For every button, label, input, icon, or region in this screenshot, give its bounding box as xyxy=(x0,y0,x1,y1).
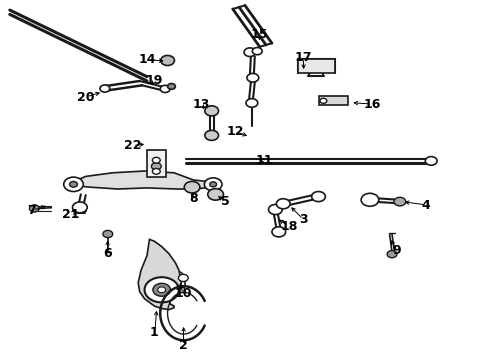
Circle shape xyxy=(161,55,174,66)
Text: 12: 12 xyxy=(226,125,244,138)
Circle shape xyxy=(160,85,170,93)
Circle shape xyxy=(312,192,325,202)
Text: 21: 21 xyxy=(62,208,80,221)
Circle shape xyxy=(70,181,77,187)
Text: 22: 22 xyxy=(123,139,141,152)
Bar xyxy=(318,96,348,105)
Circle shape xyxy=(252,48,262,55)
Circle shape xyxy=(152,168,160,174)
Text: 11: 11 xyxy=(256,154,273,167)
Text: 4: 4 xyxy=(422,199,431,212)
Circle shape xyxy=(361,193,379,206)
Circle shape xyxy=(205,130,219,140)
Circle shape xyxy=(153,283,171,296)
Text: 7: 7 xyxy=(27,204,36,217)
Circle shape xyxy=(272,227,286,237)
Text: 3: 3 xyxy=(299,213,308,226)
Text: 2: 2 xyxy=(179,339,188,352)
Circle shape xyxy=(204,178,222,191)
Circle shape xyxy=(158,287,166,293)
Circle shape xyxy=(64,177,83,192)
Text: 18: 18 xyxy=(280,220,298,233)
Circle shape xyxy=(244,48,256,57)
Circle shape xyxy=(210,182,217,187)
Text: 8: 8 xyxy=(189,192,198,204)
Circle shape xyxy=(152,157,160,163)
Circle shape xyxy=(246,99,258,107)
Text: 9: 9 xyxy=(392,244,401,257)
Text: 16: 16 xyxy=(364,98,381,111)
Circle shape xyxy=(178,274,188,282)
Circle shape xyxy=(205,106,219,116)
Text: 1: 1 xyxy=(150,327,159,339)
Circle shape xyxy=(425,157,437,165)
Text: 19: 19 xyxy=(146,75,163,87)
Circle shape xyxy=(145,277,179,302)
Text: 6: 6 xyxy=(103,247,112,260)
Circle shape xyxy=(247,73,259,82)
Circle shape xyxy=(73,202,87,213)
Text: 20: 20 xyxy=(77,91,95,104)
Polygon shape xyxy=(138,239,181,310)
Text: 15: 15 xyxy=(251,28,269,41)
Text: 13: 13 xyxy=(192,98,210,111)
Circle shape xyxy=(269,204,282,215)
Circle shape xyxy=(276,199,290,209)
Text: 5: 5 xyxy=(221,195,230,208)
Bar xyxy=(298,59,335,73)
Circle shape xyxy=(387,251,397,258)
Text: 14: 14 xyxy=(138,53,156,66)
Circle shape xyxy=(168,84,175,89)
Circle shape xyxy=(320,98,327,103)
Circle shape xyxy=(208,189,223,200)
Polygon shape xyxy=(69,171,216,189)
Circle shape xyxy=(100,85,110,92)
Bar xyxy=(147,150,166,177)
Circle shape xyxy=(151,163,161,170)
Circle shape xyxy=(29,205,39,212)
Bar xyxy=(174,287,184,292)
Text: 10: 10 xyxy=(175,287,193,300)
Circle shape xyxy=(184,181,200,193)
Text: 17: 17 xyxy=(295,51,313,64)
Circle shape xyxy=(394,197,406,206)
Circle shape xyxy=(103,230,113,238)
Circle shape xyxy=(172,271,183,280)
